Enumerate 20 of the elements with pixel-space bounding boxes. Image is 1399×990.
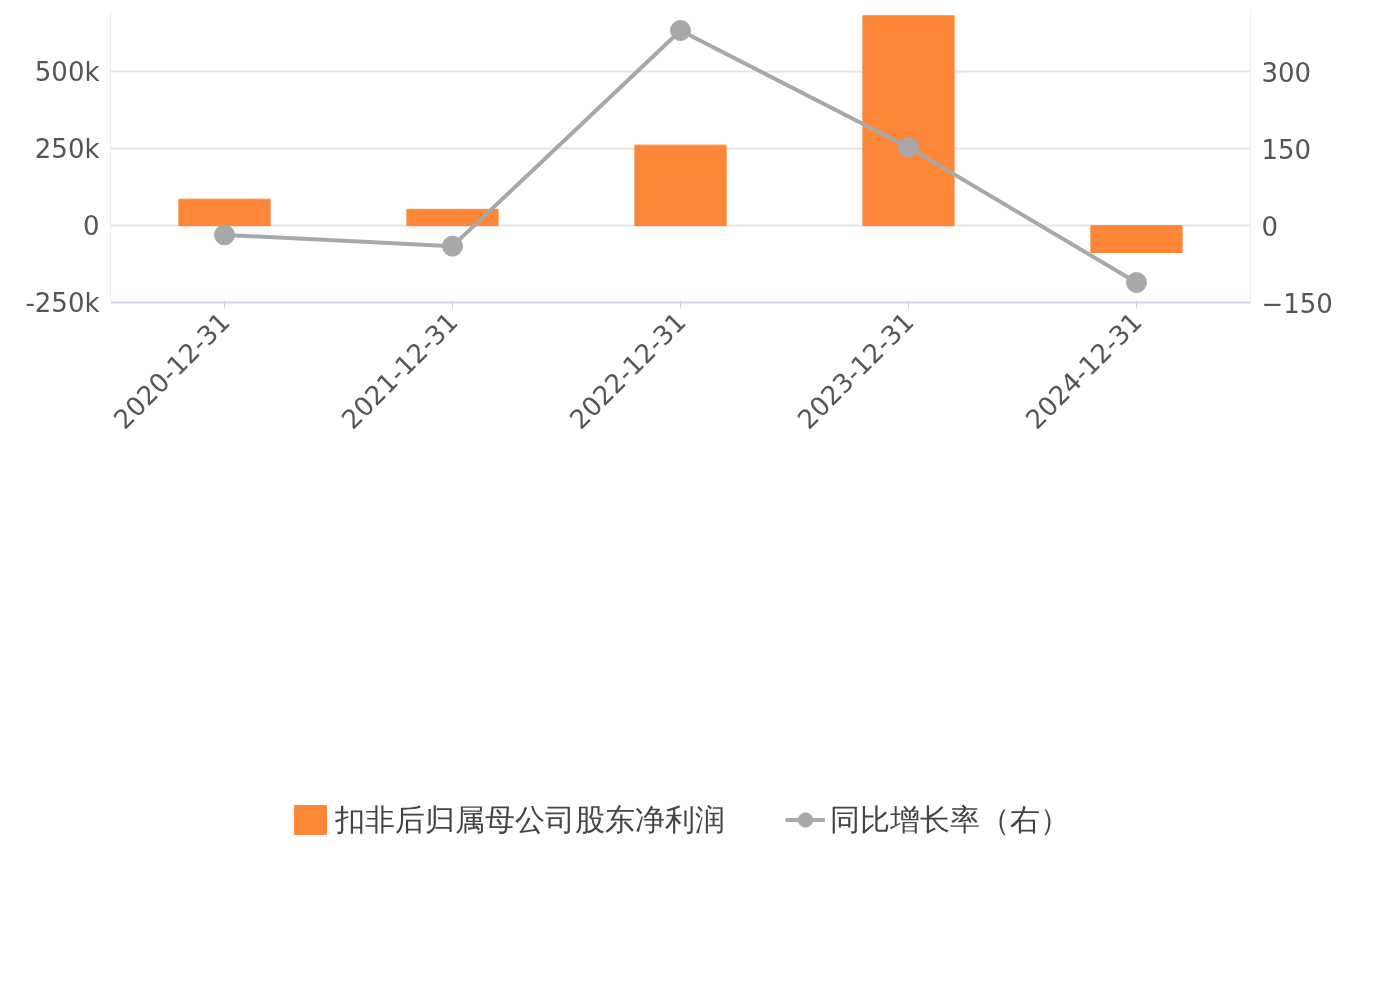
y-tick-label: 250k [34,133,100,164]
point [898,136,919,158]
legend-label: 扣非后归属母公司股东净利润 [335,800,725,839]
bar [406,208,499,227]
y-tick-label: 500k [34,56,100,87]
bar [862,15,955,227]
bar [178,198,271,227]
legend-label: 同比增长率（右） [830,800,1070,839]
y2-tick-label: 0 [1261,211,1279,242]
y2-tick-label: 300 [1261,57,1312,88]
point [1126,272,1147,293]
y2-tick-label: −150 [1261,288,1333,319]
y-tick-label: 0 [82,210,100,241]
y2-tick-label: 150 [1261,134,1312,165]
point [442,235,463,257]
y-tick-label: -250k [25,287,100,318]
point [670,20,691,41]
bar [634,144,727,227]
bar [1090,225,1183,253]
point [214,224,235,246]
